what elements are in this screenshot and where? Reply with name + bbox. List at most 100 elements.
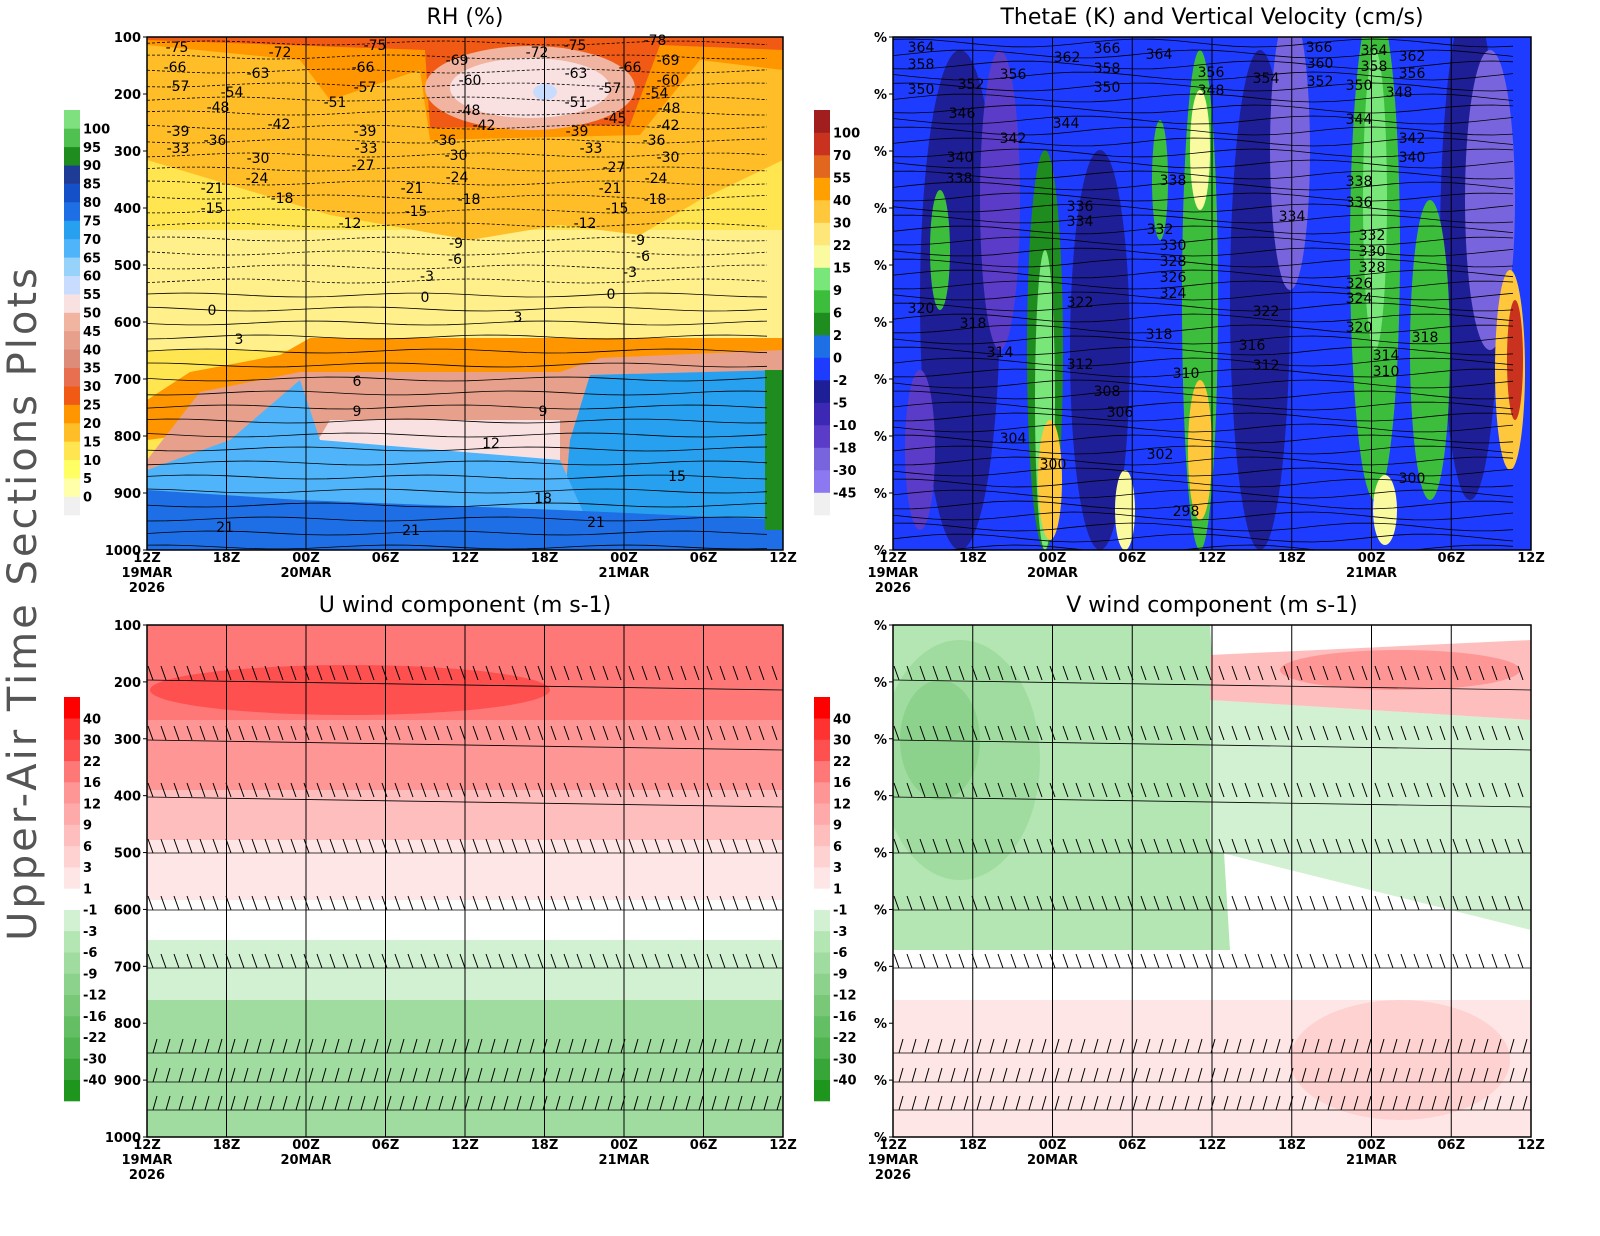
field-region xyxy=(150,665,550,715)
x-tick-label: 00Z xyxy=(292,1138,320,1153)
x-tick-label: 06Z xyxy=(1118,1138,1146,1153)
x-tick-label: 12Z xyxy=(1517,551,1545,566)
wind-barb xyxy=(1205,725,1212,741)
wind-barb xyxy=(316,725,323,741)
wind-barb xyxy=(420,895,427,911)
wind-barb xyxy=(1002,1067,1008,1083)
wind-barb xyxy=(1205,782,1212,798)
wind-barb xyxy=(680,725,687,741)
wind-barb xyxy=(1171,1095,1177,1111)
wind-barb xyxy=(602,725,609,741)
wind-barb xyxy=(1140,665,1147,681)
wind-barb xyxy=(1036,665,1043,681)
wind-barb xyxy=(368,725,375,741)
wind-barb xyxy=(446,895,453,911)
wind-barb xyxy=(386,1095,392,1111)
wind-barb xyxy=(1106,1067,1112,1083)
wind-barb xyxy=(1166,725,1173,741)
wind-barb xyxy=(524,725,531,741)
wind-barb xyxy=(355,895,362,911)
wind-barb xyxy=(1418,1067,1424,1083)
x-year-label: 2026 xyxy=(129,581,165,596)
wind-barb xyxy=(290,782,297,798)
wind-barb xyxy=(243,1095,249,1111)
wind-barb xyxy=(893,895,900,911)
colorbar-box xyxy=(814,1079,830,1102)
wind-barb xyxy=(745,838,752,854)
wind-barb xyxy=(1387,665,1394,681)
wind-barb xyxy=(1140,838,1147,854)
colorbar-box xyxy=(64,202,80,221)
wind-barb xyxy=(277,782,284,798)
contour-line xyxy=(147,152,768,158)
colorbar-box xyxy=(64,165,80,184)
colorbar-label: 20 xyxy=(83,417,101,432)
colorbar-box xyxy=(64,367,80,387)
wind-barb xyxy=(984,838,991,854)
wind-barb xyxy=(719,725,726,741)
colorbar-label: 30 xyxy=(833,734,851,749)
x-tick-label: 06Z xyxy=(690,1138,718,1153)
wind-barb xyxy=(906,953,913,969)
wind-barb xyxy=(719,953,726,969)
wind-barb xyxy=(1140,953,1147,969)
wind-barb xyxy=(1015,1038,1021,1054)
wind-barb xyxy=(1166,782,1173,798)
wind-barb xyxy=(1374,838,1381,854)
contour-line xyxy=(893,511,1514,521)
wind-barb xyxy=(147,953,154,969)
colorbar-box xyxy=(64,973,80,995)
colorbar-box xyxy=(814,155,830,178)
colorbar-box xyxy=(64,845,80,868)
wind-barb xyxy=(706,838,713,854)
colorbar-box xyxy=(814,200,830,223)
contour-line xyxy=(893,192,1514,202)
wind-barb xyxy=(693,953,700,969)
wind-barb xyxy=(1478,665,1485,681)
x-date-label: 19MAR xyxy=(121,566,172,581)
wind-barb xyxy=(1028,1095,1034,1111)
field-region xyxy=(765,370,783,530)
wind-barb xyxy=(355,782,362,798)
wind-barb xyxy=(919,953,926,969)
wind-barb xyxy=(602,953,609,969)
wind-barb xyxy=(186,953,193,969)
contour-label: -63 xyxy=(247,66,270,82)
wind-barb xyxy=(945,665,952,681)
wind-barb xyxy=(368,782,375,798)
wind-barb xyxy=(511,665,518,681)
wind-barb xyxy=(1491,895,1498,911)
contour-label: -30 xyxy=(247,151,270,167)
wind-barb xyxy=(1439,665,1446,681)
colorbar-label: 3 xyxy=(833,861,842,876)
wind-barb xyxy=(511,953,518,969)
wind-barb xyxy=(477,1067,483,1083)
contour-label: -54 xyxy=(221,85,244,101)
contour-line xyxy=(147,124,768,130)
panel-title: RH (%) xyxy=(427,5,504,30)
x-tick-label: 06Z xyxy=(690,551,718,566)
wind-barb xyxy=(1335,665,1342,681)
wind-barb xyxy=(1478,838,1485,854)
wind-barb xyxy=(1023,782,1030,798)
wind-barb xyxy=(1353,1095,1359,1111)
wind-barb xyxy=(373,1038,379,1054)
wind-barb xyxy=(420,782,427,798)
contour-line xyxy=(147,348,768,354)
colorbar-box xyxy=(64,128,80,148)
wind-barb xyxy=(1348,895,1355,911)
wind-barb xyxy=(1517,838,1524,854)
wind-barb xyxy=(433,782,440,798)
wind-barb xyxy=(425,1095,431,1111)
wind-barb xyxy=(386,1067,392,1083)
wind-barb xyxy=(680,782,687,798)
wind-barb xyxy=(1002,1038,1008,1054)
x-date-label: 21MAR xyxy=(1346,1153,1397,1168)
wind-barb xyxy=(550,953,557,969)
wind-barb xyxy=(1236,1095,1242,1111)
wind-barb xyxy=(989,1095,995,1111)
colorbar-box xyxy=(64,867,80,889)
wind-barb xyxy=(659,1095,665,1111)
wind-barb xyxy=(1257,895,1264,911)
